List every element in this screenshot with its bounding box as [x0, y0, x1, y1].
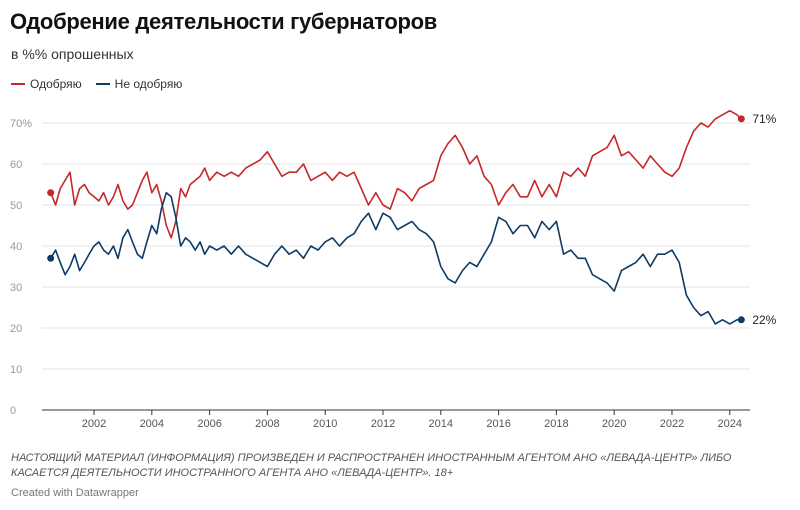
series-start-point — [47, 189, 55, 197]
series-end-point — [737, 316, 745, 324]
series-start-point — [47, 254, 55, 262]
y-tick-label: 0 — [10, 405, 16, 417]
x-axis-ticks: 2002 2004 2006 2008 2010 2012 2014 2016 2018 2020… — [82, 410, 742, 430]
x-tick-label: 2022 — [660, 418, 684, 430]
legend-item-approve: Одобряю — [11, 77, 82, 91]
y-tick-label: 70% — [10, 118, 32, 130]
x-tick-label: 2004 — [140, 418, 164, 430]
legend-label-approve: Одобряю — [30, 77, 82, 91]
y-tick-label: 10 — [10, 364, 22, 376]
y-tick-label: 50 — [10, 200, 22, 212]
line-chart: 0 10 20 30 40 50 60 70% 2002 2004 2006 2008 2010 201… — [10, 109, 777, 430]
legend-swatch-disapprove — [95, 83, 110, 85]
series-end-label: 22% — [752, 313, 776, 327]
x-tick-label: 2018 — [544, 418, 568, 430]
x-tick-label: 2024 — [718, 418, 742, 430]
x-tick-label: 2012 — [371, 418, 395, 430]
y-axis-ticks: 0 10 20 30 40 50 60 70% — [10, 118, 32, 417]
y-tick-label: 40 — [10, 241, 22, 253]
x-tick-label: 2014 — [429, 418, 453, 430]
y-tick-label: 30 — [10, 282, 22, 294]
x-tick-label: 2016 — [486, 418, 510, 430]
legend-label-disapprove: Не одобряю — [114, 77, 183, 91]
datawrapper-credit: Created with Datawrapper — [11, 487, 139, 499]
foreign-agent-disclaimer: НАСТОЯЩИЙ МАТЕРИАЛ (ИНФОРМАЦИЯ) ПРОИЗВЕД… — [11, 452, 732, 479]
series-end-point — [737, 115, 745, 123]
y-tick-label: 20 — [10, 323, 22, 335]
x-tick-label: 2002 — [82, 418, 106, 430]
series-lines — [49, 109, 742, 325]
series-line-approve — [49, 109, 742, 239]
gridlines — [42, 122, 750, 411]
x-tick-label: 2020 — [602, 418, 626, 430]
legend-item-disapprove: Не одобряю — [95, 77, 183, 91]
y-tick-label: 60 — [10, 159, 22, 171]
chart-legend: Одобряю Не одобряю — [11, 77, 182, 91]
series-end-label: 71% — [752, 112, 776, 126]
chart-title: Одобрение деятельности губернаторов — [10, 9, 438, 34]
x-tick-label: 2008 — [255, 418, 279, 430]
chart-subtitle: в %% опрошенных — [11, 46, 134, 62]
x-tick-label: 2006 — [197, 418, 221, 430]
series-end-markers: 71% 22% — [47, 112, 777, 327]
x-tick-label: 2010 — [313, 418, 337, 430]
series-line-disapprove — [50, 191, 742, 325]
legend-swatch-approve — [11, 83, 25, 85]
